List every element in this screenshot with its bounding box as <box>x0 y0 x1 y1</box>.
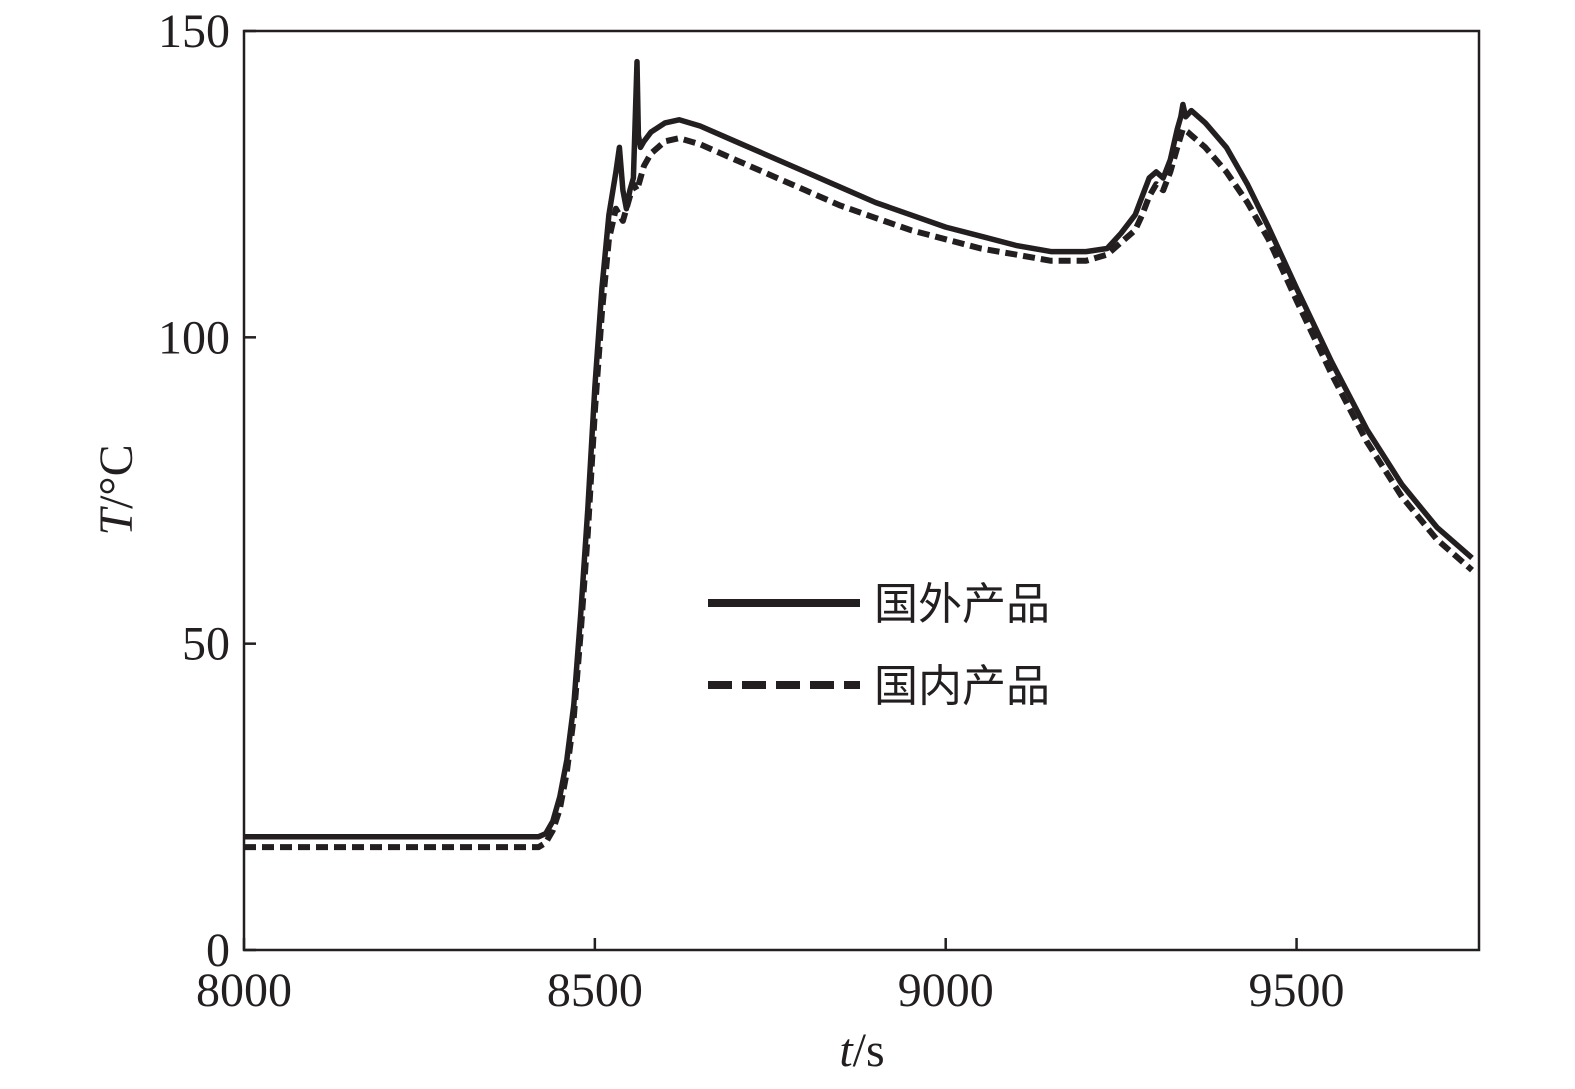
y-axis: 0 50 100 150 <box>158 5 256 977</box>
x-axis-label: t/s <box>839 1024 884 1077</box>
x-axis: 8000 8500 9000 9500 <box>196 938 1345 1017</box>
y-tick-label: 0 <box>206 924 230 977</box>
x-tick-label: 8500 <box>547 964 643 1017</box>
x-tick-label: 9000 <box>898 964 994 1017</box>
legend-label-series-2: 国内产品 <box>874 661 1050 712</box>
plot-frame <box>242 29 1481 952</box>
x-tick-label: 9500 <box>1249 964 1345 1017</box>
y-tick-label: 150 <box>158 5 230 58</box>
y-tick-label: 50 <box>182 618 230 671</box>
x-tick-label: 8000 <box>196 964 292 1017</box>
y-tick-label: 100 <box>158 311 230 364</box>
series-line-2 <box>244 126 1474 851</box>
series-line-1 <box>244 58 1474 840</box>
legend-label-series-1: 国外产品 <box>874 579 1050 630</box>
series-layer <box>244 58 1474 851</box>
legend: 国外产品 国内产品 <box>708 579 1050 712</box>
y-axis-label: T/°C <box>90 444 143 535</box>
